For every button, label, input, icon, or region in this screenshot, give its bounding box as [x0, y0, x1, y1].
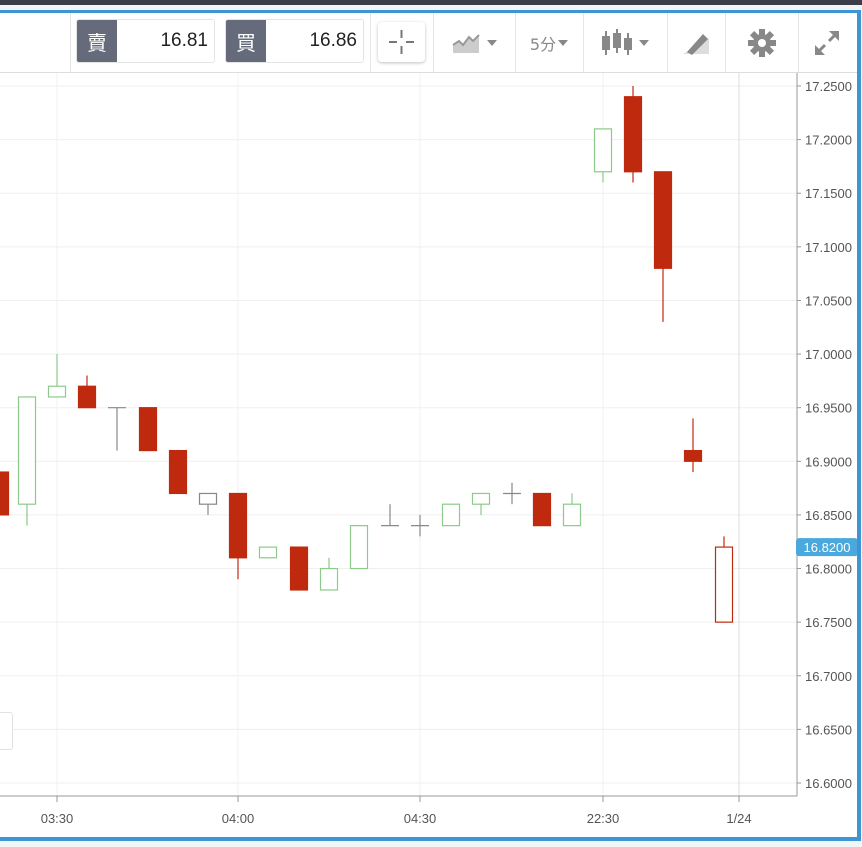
chevron-down-icon: [558, 39, 569, 46]
chart-type-button[interactable]: [433, 13, 515, 72]
buy-label: 買: [226, 20, 266, 62]
sell-label: 賣: [77, 20, 117, 62]
y-tick-label: 16.6000: [805, 776, 852, 791]
separator: [70, 13, 71, 72]
candle: [108, 407, 126, 451]
chevron-down-icon: [639, 39, 649, 46]
buy-quote[interactable]: 買 16.86: [225, 19, 364, 63]
chart-toolbar: 賣 16.81 買 16.86 5分: [0, 13, 857, 73]
candle: [0, 471, 10, 516]
candle: [319, 557, 339, 591]
candle: [471, 492, 491, 515]
y-tick-label: 17.0500: [805, 293, 852, 308]
x-tick-label: 04:30: [404, 811, 437, 826]
side-panel-tab[interactable]: [0, 712, 13, 750]
candle-body: [17, 396, 37, 505]
candle-body: [198, 492, 218, 505]
y-tick-label: 16.6500: [805, 722, 852, 737]
candle: [653, 171, 673, 322]
y-tick-label: 17.2500: [805, 79, 852, 94]
candlestick-chart[interactable]: 17.2500 17.2000 17.1500 17.1000 17.0500 17.00…: [0, 73, 857, 833]
y-tick-label: 17.0000: [805, 347, 852, 362]
candlestick-icon: [602, 28, 632, 55]
sell-price: 16.81: [160, 30, 208, 51]
y-tick-label: 16.8500: [805, 508, 852, 523]
candle: [381, 504, 399, 527]
x-tick-label: 03:30: [41, 811, 74, 826]
fullscreen-button[interactable]: [798, 13, 855, 72]
candle: [532, 492, 552, 527]
candle: [714, 536, 734, 623]
candle-body: [289, 546, 309, 591]
candle-body: [683, 449, 703, 462]
candle: [77, 375, 97, 409]
candle-body: [562, 503, 582, 527]
chevron-down-icon: [487, 39, 497, 46]
candle-body: [623, 96, 643, 173]
fullscreen-icon: [814, 30, 839, 55]
candle: [441, 503, 461, 527]
candle: [258, 546, 278, 559]
candle-body: [532, 492, 552, 527]
current-price-label: 16.8200: [804, 540, 851, 555]
y-tick-label: 16.7000: [805, 669, 852, 684]
y-tick-label: 16.9500: [805, 401, 852, 416]
candle-body: [0, 471, 10, 516]
interval-label: 5分: [529, 34, 557, 54]
candle-body: [441, 503, 461, 527]
candle: [289, 546, 309, 591]
candle-body: [77, 385, 97, 409]
candle-body: [47, 385, 67, 398]
settings-button[interactable]: [725, 13, 798, 72]
candle: [503, 482, 521, 505]
candle-body: [228, 492, 248, 559]
x-tick-label: 1/24: [726, 811, 751, 826]
x-tick-label: 04:00: [222, 811, 255, 826]
candle: [138, 407, 158, 452]
candle: [623, 86, 643, 183]
crosshair-icon: [389, 30, 414, 54]
chart-type-icon: [452, 33, 480, 53]
y-tick-label: 17.2000: [805, 133, 852, 148]
y-tick-label: 16.9000: [805, 454, 852, 469]
candle-body: [714, 546, 734, 623]
candle: [168, 449, 188, 495]
candle-body: [349, 525, 369, 570]
current-price-tag: [796, 538, 857, 557]
y-tick-label: 16.8000: [805, 562, 852, 577]
candle: [593, 128, 613, 183]
candle-body: [258, 546, 278, 559]
candle-style-button[interactable]: [583, 13, 667, 72]
y-tick-label: 16.7500: [805, 615, 852, 630]
buy-price: 16.86: [309, 30, 357, 51]
candle-body: [593, 128, 613, 173]
candle-body: [168, 449, 188, 495]
candle-body: [319, 567, 339, 591]
candle: [198, 492, 218, 515]
draw-tools-button[interactable]: [667, 13, 725, 72]
window-top-bar: [0, 0, 862, 5]
y-tick-label: 17.1000: [805, 240, 852, 255]
candle: [411, 514, 429, 537]
candle-body: [138, 407, 158, 452]
candle: [683, 418, 703, 473]
candle-body: [471, 492, 491, 505]
interval-button[interactable]: 5分: [515, 13, 583, 72]
sell-quote[interactable]: 賣 16.81: [76, 19, 215, 63]
candle: [47, 354, 67, 398]
y-tick-label: 17.1500: [805, 186, 852, 201]
draw-icon: [683, 33, 709, 55]
crosshair-button[interactable]: [378, 22, 425, 62]
candle: [349, 525, 369, 570]
candle: [562, 493, 582, 527]
x-tick-label: 22:30: [587, 811, 620, 826]
candle: [228, 492, 248, 580]
candle-body: [653, 171, 673, 269]
candle: [17, 396, 37, 526]
gear-icon: [747, 28, 776, 57]
